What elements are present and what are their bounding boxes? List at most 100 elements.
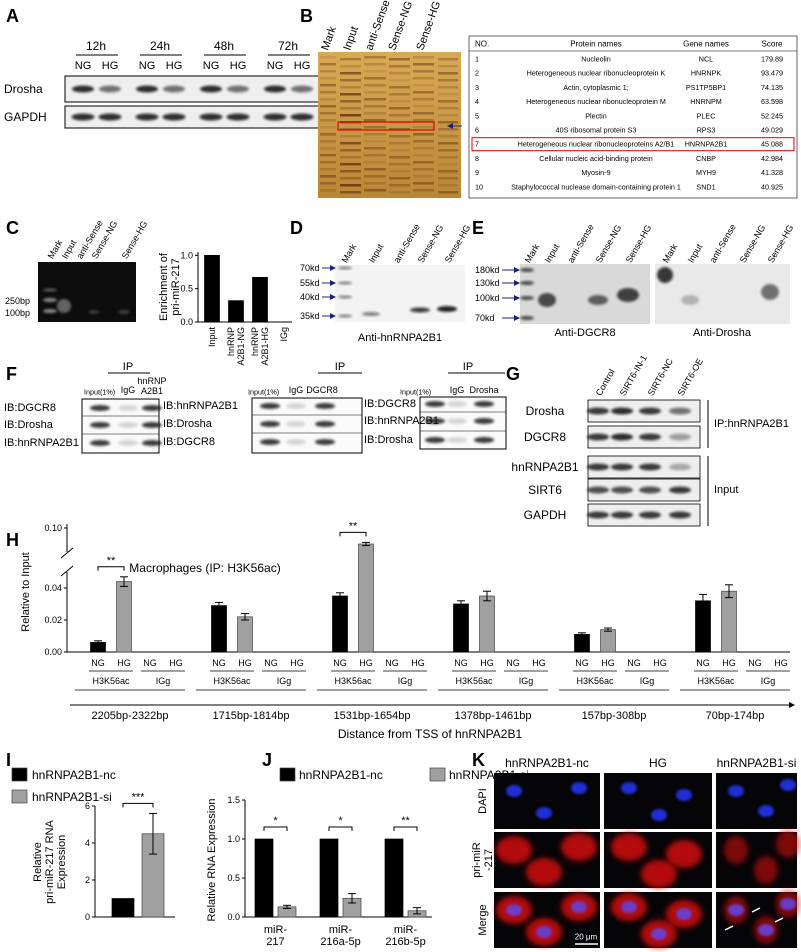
legend-swatch <box>279 767 296 782</box>
blot-band <box>447 418 467 424</box>
significance-label: * <box>338 815 343 827</box>
gel-band <box>364 91 386 94</box>
x-tick-label: hnRNPA2B1-NG <box>226 327 246 366</box>
group-label: H3K56ac <box>92 676 130 686</box>
x-tick-label: miR-217 <box>264 924 288 948</box>
gel-band <box>389 114 410 117</box>
gel-band <box>389 128 410 131</box>
pointer-arrow <box>751 907 761 913</box>
gel <box>318 52 461 198</box>
gel-band <box>320 147 336 150</box>
gel-band <box>320 154 336 157</box>
axis-break <box>60 547 74 559</box>
bar <box>358 543 374 653</box>
highlight-row <box>471 137 795 152</box>
significance-bracket <box>263 826 288 831</box>
table-header: Gene names <box>683 40 729 49</box>
bar-label: HG <box>722 658 736 668</box>
blot-band <box>611 511 633 519</box>
bar-label: NG <box>385 658 399 668</box>
pointer-arrow <box>774 917 784 923</box>
x-tick-label: miR-216a-5p <box>320 924 360 948</box>
blot-band <box>199 113 223 121</box>
gel-band <box>340 58 361 61</box>
lane-label: Input <box>341 25 361 52</box>
column-header: HG <box>649 756 667 770</box>
significance-bracket <box>393 826 418 831</box>
lane-label: Input(1%) <box>84 388 115 397</box>
nucleus <box>536 807 552 819</box>
y-tick-label: 0 <box>85 912 90 922</box>
gel-band <box>438 121 458 124</box>
gel-band <box>340 86 361 89</box>
row-label: hnRNPA2B1 <box>511 460 578 474</box>
gel-band <box>364 161 386 164</box>
lane-label: Sense-HG <box>443 223 473 264</box>
gel-band <box>320 112 336 115</box>
gel-band <box>413 91 434 94</box>
table-cell: Heterogeneous nuclear ribonucleoproteins… <box>518 140 675 149</box>
column-header: hnRNPA2B1-si <box>717 756 797 770</box>
table-cell: 45.088 <box>761 140 783 149</box>
blot-band <box>587 486 609 494</box>
gel-band <box>389 100 410 103</box>
table-cell: HNRNPM <box>690 97 722 106</box>
table-cell: MYH9 <box>696 168 716 177</box>
gel-band <box>389 72 410 75</box>
gel-band <box>413 126 434 129</box>
gel-band <box>320 84 336 87</box>
marker-label: 35kd <box>300 311 320 321</box>
column-header: hnRNPA2B1-nc <box>505 756 589 770</box>
gel-band <box>413 140 434 143</box>
gel-band <box>413 56 434 59</box>
lane-label: HG <box>102 60 119 72</box>
table-cell: Heterogeneous nuclear ribonucleoprotein … <box>526 97 666 106</box>
blot-band <box>260 421 280 427</box>
blot-band <box>88 310 100 314</box>
table-cell: 42.984 <box>761 154 783 163</box>
gel-band <box>438 149 458 152</box>
bar-label: HG <box>169 658 183 668</box>
x-tick-label: hnRNPA2B1-HG <box>250 327 270 366</box>
nucleus <box>758 924 774 936</box>
lane-label: Sense-HG <box>766 223 796 264</box>
gel-band <box>364 168 386 171</box>
table-cell: 63.598 <box>761 97 783 106</box>
bar-label: HG <box>653 658 667 668</box>
blot-band <box>291 85 313 93</box>
significance-bracket <box>97 566 125 571</box>
gel-band <box>320 161 336 164</box>
y-tick-label: 0.04 <box>44 583 62 593</box>
lane-label: Input(1%) <box>248 388 279 397</box>
lane-label: Mark <box>319 25 339 53</box>
arrow-head <box>514 267 520 273</box>
lane-label: HG <box>230 60 247 72</box>
gel-band <box>389 135 410 138</box>
blot-band <box>315 439 335 445</box>
gel-band <box>413 98 434 101</box>
ip-label: IP <box>463 361 473 373</box>
bar-label: HG <box>480 658 494 668</box>
table-cell: Cellular nucleic acid-binding protein <box>539 154 652 163</box>
nucleus <box>651 809 667 821</box>
gel-band <box>364 77 386 80</box>
gel-band <box>320 63 336 66</box>
blot-band <box>611 433 633 441</box>
x-tick-label: IGg <box>279 327 289 342</box>
micrograph <box>494 773 600 829</box>
group-label: IP:hnRNPA2B1 <box>714 418 789 430</box>
lane-label: IgG <box>121 385 136 395</box>
row-label: Drosha <box>526 404 565 418</box>
bar-label: NG <box>748 658 762 668</box>
marker-label: 100bp <box>5 308 30 318</box>
lane-label: Mark <box>661 242 680 265</box>
bar-label: NG <box>91 658 105 668</box>
nucleus <box>728 904 744 916</box>
row-label: GAPDH <box>4 110 47 124</box>
gel-band <box>364 126 386 129</box>
nucleus <box>621 782 637 794</box>
blot-band <box>71 113 95 121</box>
nucleus <box>676 908 692 920</box>
blot-band <box>474 401 494 407</box>
lane-label: IgG <box>289 385 304 395</box>
